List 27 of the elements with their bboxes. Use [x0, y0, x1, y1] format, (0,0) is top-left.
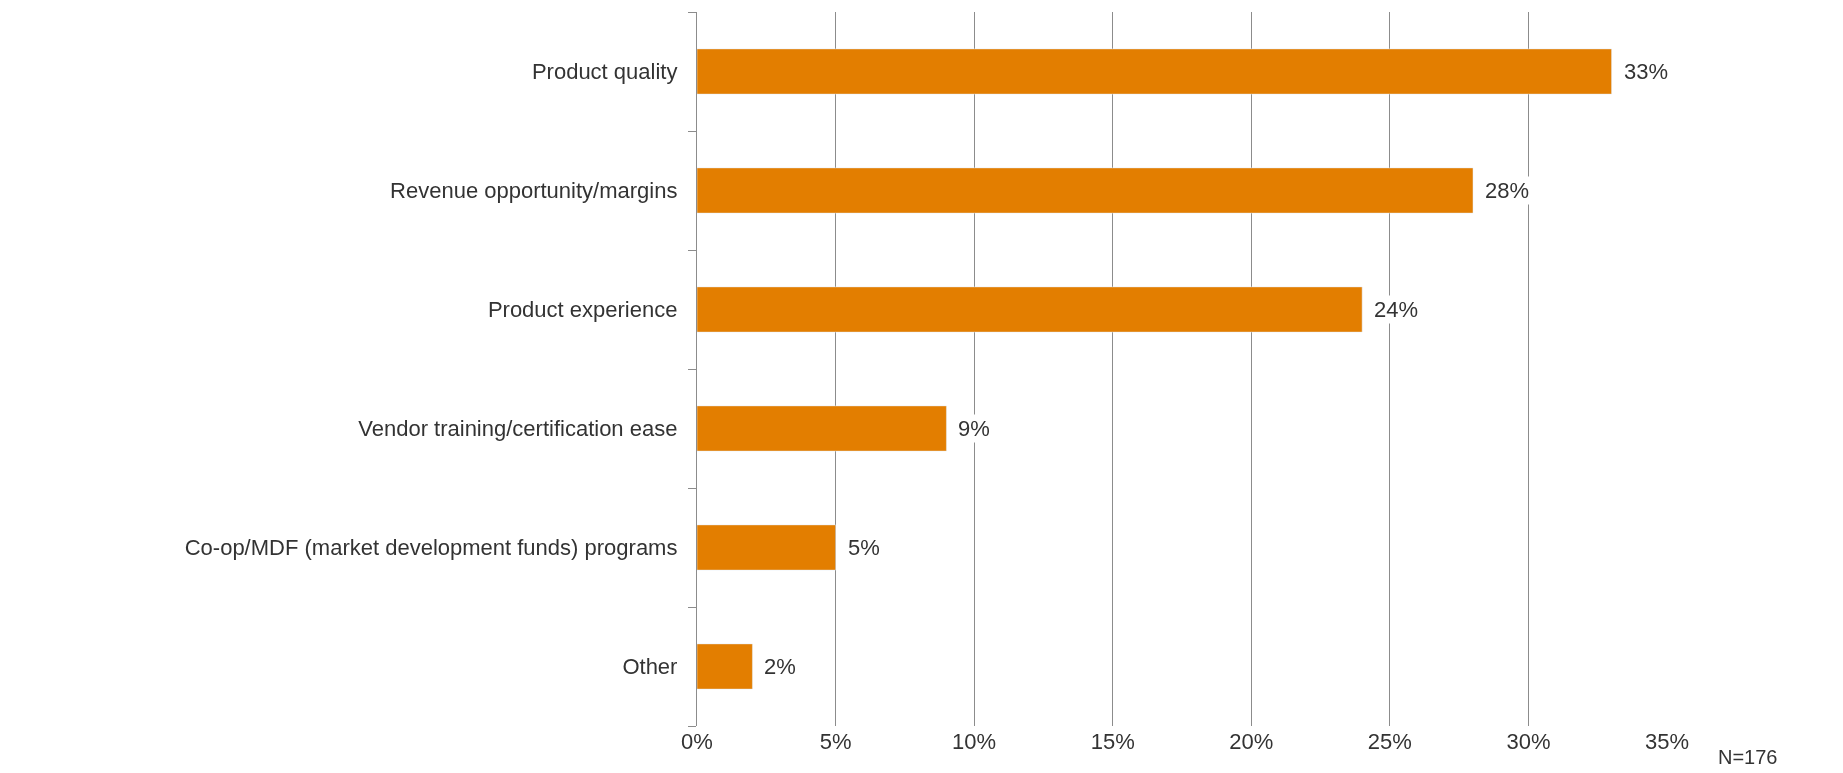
x-tick-label: 25% [1367, 729, 1412, 754]
data-label: 28% [1485, 178, 1530, 203]
y-tick-label: Co-op/MDF (market development funds) programs [184, 535, 678, 561]
y-tick-label: Product experience [487, 297, 678, 323]
bar [697, 48, 1612, 95]
bar [697, 286, 1363, 333]
x-tick-label: 5% [819, 729, 852, 754]
data-label: 5% [848, 535, 880, 560]
y-tick-label: Revenue opportunity/margins [390, 178, 678, 204]
y-tick-label: Other [622, 654, 678, 680]
x-tick-label: 15% [1090, 729, 1135, 754]
bar [697, 524, 836, 571]
data-label: 2% [764, 654, 796, 679]
y-tick-label: Vendor training/certification ease [358, 416, 678, 442]
y-tick-label: Product quality [531, 59, 678, 85]
data-label: 33% [1624, 59, 1669, 84]
data-label: 9% [958, 416, 990, 441]
x-tick-label: 10% [952, 729, 997, 754]
bar [697, 405, 947, 452]
text: N=176 [1718, 746, 1778, 768]
x-tick-label: 35% [1644, 729, 1690, 754]
bar [697, 643, 753, 690]
x-tick-label: 0% [681, 729, 713, 754]
bar [697, 167, 1474, 214]
x-tick-label: 20% [1229, 729, 1274, 754]
x-tick-label: 30% [1506, 729, 1551, 754]
data-label: 24% [1374, 297, 1419, 322]
